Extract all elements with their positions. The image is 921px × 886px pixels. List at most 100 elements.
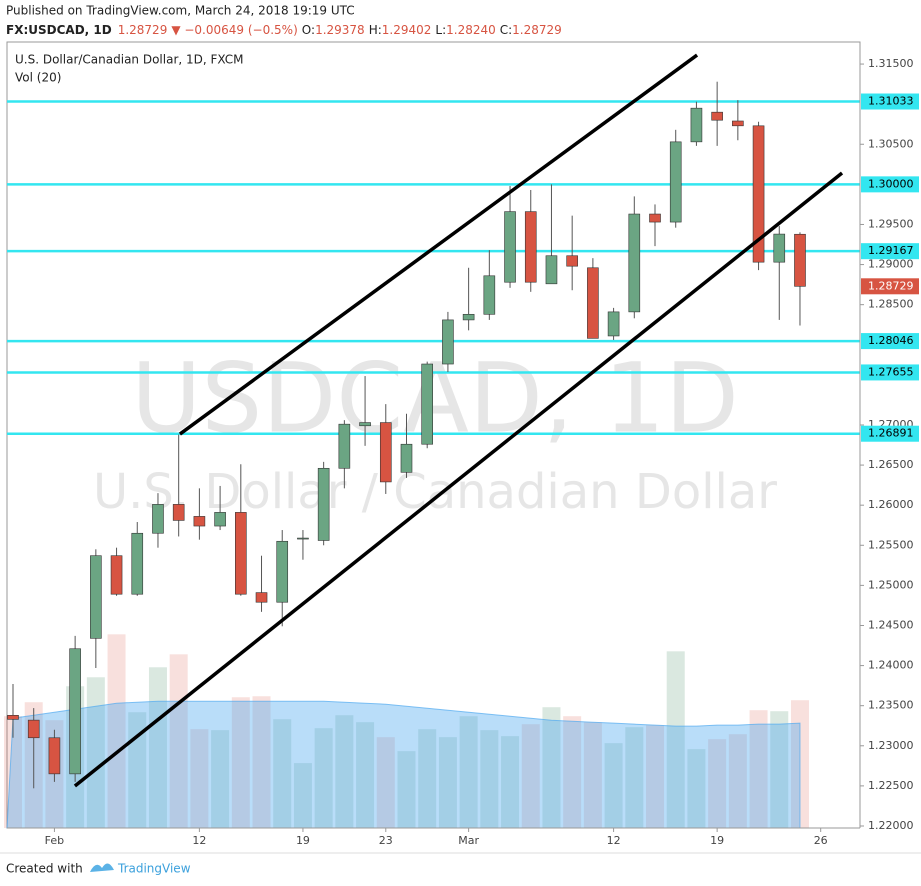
volume-bar bbox=[583, 722, 602, 828]
x-tick-label: 19 bbox=[710, 834, 724, 847]
x-tick-label: 19 bbox=[296, 834, 310, 847]
volume-bar bbox=[376, 737, 395, 828]
volume-bar bbox=[418, 729, 437, 828]
volume-bar bbox=[749, 710, 768, 828]
candle-body bbox=[732, 120, 744, 127]
level-tag bbox=[861, 364, 919, 381]
candle-body bbox=[359, 422, 371, 427]
c: 1.28729 bbox=[512, 23, 562, 37]
price-axis bbox=[860, 42, 921, 853]
candle-body bbox=[566, 255, 578, 267]
level-tag bbox=[861, 93, 919, 110]
plot-area bbox=[6, 41, 861, 829]
y-tick-label: 1.24000 bbox=[868, 659, 914, 672]
x-tick-label: Feb bbox=[45, 834, 64, 847]
quote-line: FX:USDCAD, 1D 1.28729 ▼ −0.00649 (−0.5%) O:… bbox=[6, 23, 562, 37]
last-price-label: 1.28729 bbox=[868, 279, 914, 292]
candle-body bbox=[338, 423, 351, 469]
logo bbox=[90, 863, 114, 872]
y-tick-label: 1.28500 bbox=[868, 298, 914, 311]
y-tick-label: 1.31500 bbox=[868, 57, 914, 70]
candle-body bbox=[235, 512, 247, 595]
volume-bar bbox=[480, 730, 499, 828]
level-label: 1.26891 bbox=[868, 427, 914, 440]
candle-body bbox=[649, 213, 661, 223]
volume-bar bbox=[356, 722, 375, 828]
volume-bar bbox=[397, 751, 416, 828]
volume-bar bbox=[542, 707, 561, 828]
candle-body bbox=[27, 719, 40, 739]
level-tag bbox=[861, 176, 919, 193]
volume-bar bbox=[459, 716, 478, 828]
l: 1.28240 bbox=[446, 23, 496, 37]
candle-body bbox=[690, 107, 703, 143]
volume-bar bbox=[211, 730, 230, 828]
h-label: H: bbox=[369, 23, 382, 37]
candle-body bbox=[752, 125, 765, 263]
y-tick-label: 1.29000 bbox=[868, 258, 914, 271]
candle-body bbox=[297, 537, 309, 540]
candle-body bbox=[255, 592, 268, 603]
o-label: O: bbox=[302, 23, 315, 37]
y-tick-label: 1.25000 bbox=[868, 578, 914, 591]
trend-line bbox=[73, 171, 844, 788]
candle-body bbox=[379, 422, 392, 483]
level-label: 1.31033 bbox=[868, 95, 914, 108]
volume-bar bbox=[687, 749, 706, 828]
volume-bar bbox=[563, 716, 582, 828]
volume-bar bbox=[438, 737, 457, 828]
y-tick-label: 1.23000 bbox=[868, 739, 914, 752]
volume-bar bbox=[273, 719, 292, 828]
series-layer: 1.315001.305001.295001.290001.285001.270… bbox=[4, 42, 921, 853]
candle-body bbox=[48, 737, 61, 775]
y-tick-label: 1.23500 bbox=[868, 699, 914, 712]
candle-body bbox=[7, 715, 19, 720]
trend-line bbox=[178, 53, 699, 436]
y-tick-label: 1.26500 bbox=[868, 458, 914, 471]
y-tick-label: 1.26000 bbox=[868, 498, 914, 511]
candle-body bbox=[214, 512, 226, 527]
candle-body bbox=[794, 233, 806, 287]
candle-body bbox=[773, 233, 786, 263]
volume-bar bbox=[708, 739, 727, 828]
published: Published on TradingView.com, March 24, … bbox=[6, 4, 355, 18]
x-tick-label: 26 bbox=[814, 834, 828, 847]
candle-body bbox=[669, 141, 682, 223]
candle-body bbox=[69, 648, 81, 775]
volume-bar bbox=[646, 725, 665, 828]
x-tick-label: Mar bbox=[458, 834, 479, 847]
candle-body bbox=[442, 319, 454, 365]
volume-bar bbox=[666, 651, 685, 828]
volume-bar bbox=[293, 763, 312, 828]
volume-ma-area bbox=[6, 700, 801, 829]
candle-body bbox=[90, 555, 102, 639]
y-tick-label: 1.24500 bbox=[868, 618, 914, 631]
candle-body bbox=[483, 275, 496, 315]
volume-bar bbox=[335, 715, 354, 828]
candle-body bbox=[607, 311, 620, 337]
brand[interactable]: TradingView bbox=[117, 862, 191, 876]
watermark-sub: U.S. Dollar / Canadian Dollar bbox=[93, 464, 777, 520]
candle-body bbox=[711, 111, 723, 121]
legend-name: U.S. Dollar/Canadian Dollar, 1D, FXCM bbox=[15, 53, 244, 67]
level-label: 1.27655 bbox=[868, 365, 914, 378]
y-tick-label: 1.29500 bbox=[868, 217, 914, 230]
volume-bar bbox=[86, 677, 105, 828]
volume-bar bbox=[190, 729, 209, 828]
x-tick-label: 12 bbox=[607, 834, 621, 847]
o: 1.29378 bbox=[315, 23, 365, 37]
y-tick-label: 1.30500 bbox=[868, 137, 914, 150]
candle-body bbox=[131, 532, 144, 595]
x-tick-label: 12 bbox=[192, 834, 206, 847]
volume-bar bbox=[728, 734, 747, 828]
volume-bar bbox=[252, 696, 271, 828]
candle-body bbox=[172, 504, 185, 521]
candle-body bbox=[587, 267, 599, 339]
last-price-tag bbox=[861, 278, 919, 295]
candle-body bbox=[421, 363, 434, 445]
candle-body bbox=[110, 555, 123, 595]
level-tag bbox=[861, 333, 919, 350]
symbol: FX:USDCAD, 1D bbox=[6, 23, 112, 37]
level-label: 1.29167 bbox=[868, 244, 914, 257]
